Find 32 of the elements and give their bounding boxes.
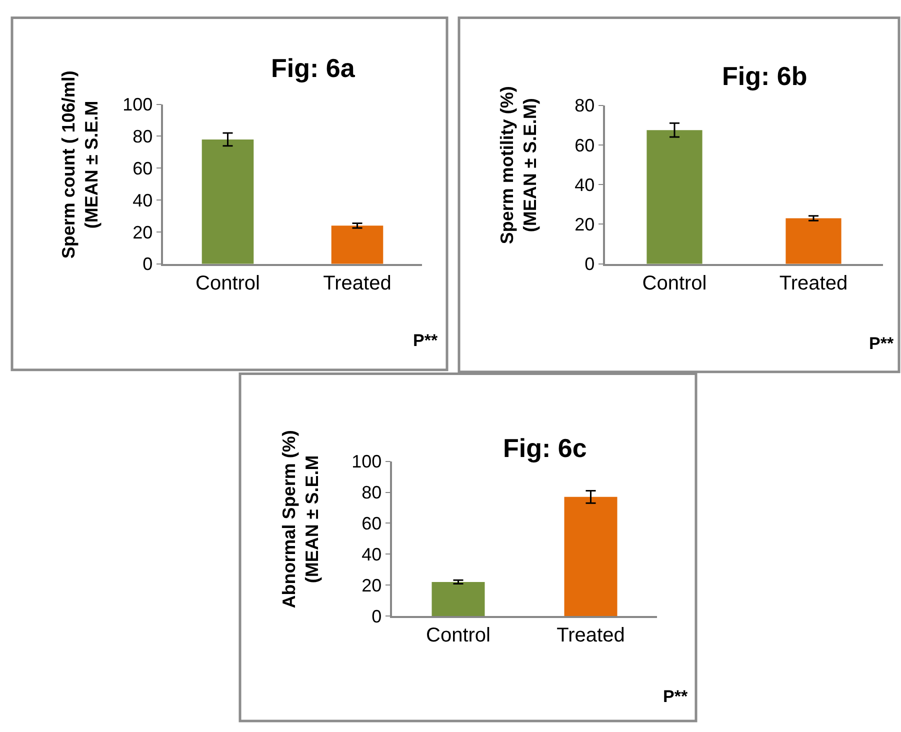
y-tick-label: 20 xyxy=(574,214,595,235)
y-tick-label: 40 xyxy=(132,190,153,210)
text: P** xyxy=(413,331,438,350)
x-tick-label: Control xyxy=(196,272,260,295)
chart-title: Fig: 6a xyxy=(271,53,356,83)
x-tick-label: Control xyxy=(426,624,490,647)
x-tick-label: Control xyxy=(642,272,707,295)
y-tick-label: 80 xyxy=(362,482,382,503)
y-tick-label: 60 xyxy=(574,135,595,156)
text: P** xyxy=(869,334,894,353)
y-tick-label: 80 xyxy=(574,96,595,116)
y-tick-label: 0 xyxy=(584,254,595,274)
y-tick-label: 40 xyxy=(574,174,595,195)
y-tick-label: 20 xyxy=(362,575,382,596)
y-tick-label: 100 xyxy=(122,94,153,115)
y-axis-title: Sperm motility (%) (MEAN ± S.E.M) xyxy=(496,86,540,244)
x-tick-label: Treated xyxy=(779,272,848,295)
y-tick-label: 40 xyxy=(362,544,382,564)
y-axis-title: Abnormal Sperm (%) (MEAN ± S.E.M xyxy=(278,430,322,608)
y-tick-label: 60 xyxy=(132,158,153,178)
text: P** xyxy=(663,687,688,706)
y-tick-label: 0 xyxy=(372,606,382,626)
y-axis-title: Sperm count ( 106/ml) (MEAN ± S.E.M xyxy=(58,70,102,259)
chart-title: Fig: 6c xyxy=(503,433,587,463)
y-tick-label: 80 xyxy=(132,126,153,147)
y-tick-label: 20 xyxy=(132,222,153,242)
x-tick-label: Treated xyxy=(323,272,392,295)
x-tick-label: Treated xyxy=(556,624,625,647)
y-tick-label: 0 xyxy=(142,254,153,274)
y-tick-label: 100 xyxy=(352,452,382,472)
chart-title: Fig: 6b xyxy=(722,61,808,91)
y-tick-label: 60 xyxy=(362,513,382,534)
